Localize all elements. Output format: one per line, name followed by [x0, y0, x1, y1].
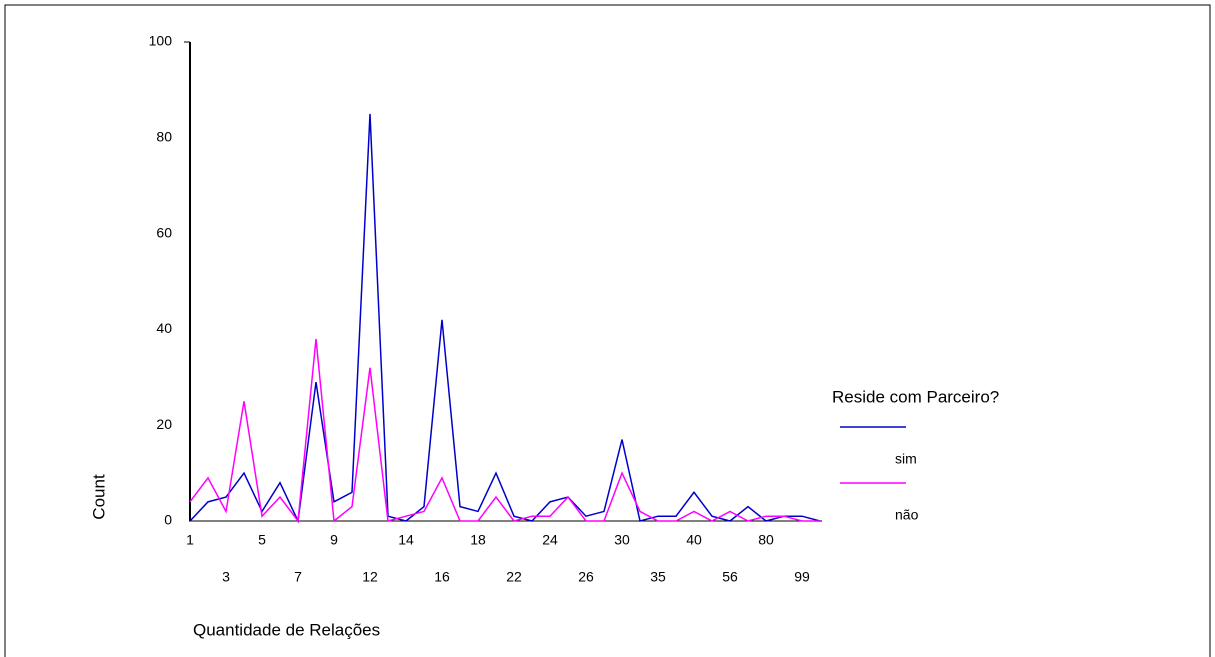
series-line — [189, 113, 821, 524]
x-tick-label: 14 — [398, 532, 414, 548]
y-tick-label: 60 — [156, 224, 172, 240]
x-tick-label: 1 — [186, 532, 194, 548]
y-axis-title: Count — [89, 474, 108, 520]
x-tick-label: 80 — [758, 532, 774, 548]
x-tick-label: 40 — [686, 532, 702, 548]
x-tick-label: 22 — [506, 569, 522, 585]
x-tick-label: 56 — [722, 569, 738, 585]
y-tick-label: 40 — [156, 320, 172, 336]
x-tick-label: 5 — [258, 532, 266, 548]
legend-label: sim — [895, 451, 917, 467]
x-tick-label: 26 — [578, 569, 594, 585]
x-tick-label: 18 — [470, 532, 486, 548]
x-tick-label: 7 — [294, 569, 302, 585]
legend-title: Reside com Parceiro? — [832, 387, 999, 406]
series-line — [189, 338, 820, 523]
legend-label: não — [895, 507, 919, 523]
x-tick-label: 12 — [362, 569, 378, 585]
x-tick-label: 16 — [434, 569, 450, 585]
x-tick-label: 3 — [222, 569, 230, 585]
y-tick-label: 20 — [156, 416, 172, 432]
y-tick-label: 0 — [164, 512, 172, 528]
x-tick-label: 9 — [330, 532, 338, 548]
y-tick-label: 80 — [156, 129, 172, 145]
frame — [4, 4, 1211, 657]
y-tick-label: 100 — [149, 33, 173, 49]
x-tick-label: 24 — [542, 532, 558, 548]
x-tick-label: 99 — [794, 569, 810, 585]
x-axis-title: Quantidade de Relações — [193, 620, 380, 639]
x-tick-label: 30 — [614, 532, 630, 548]
x-tick-label: 35 — [650, 569, 666, 585]
